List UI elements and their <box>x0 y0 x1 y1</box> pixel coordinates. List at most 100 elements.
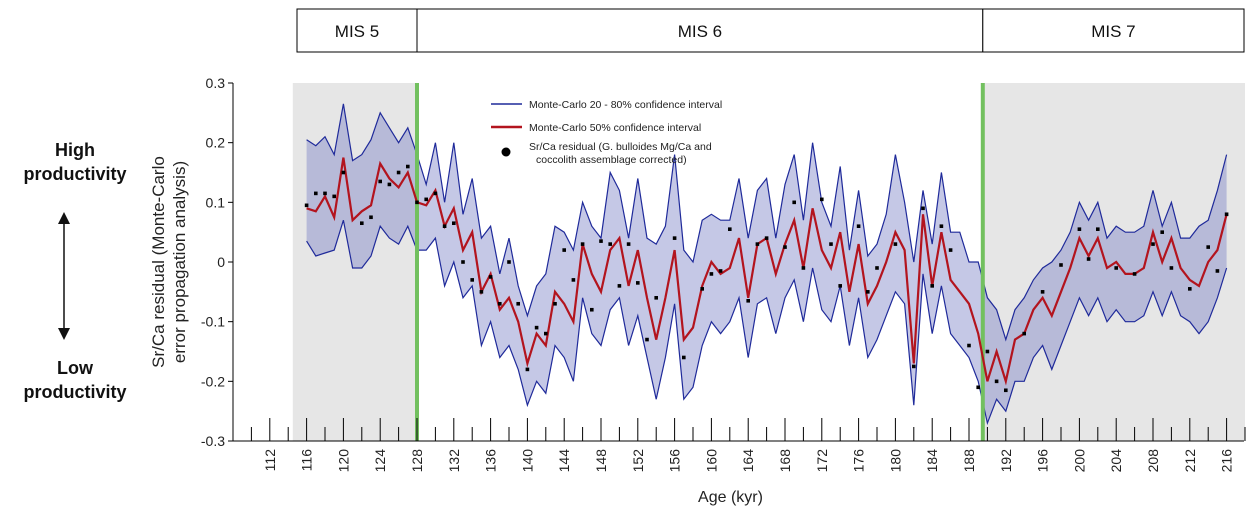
x-tick-label: 152 <box>630 449 646 473</box>
mis-band-box <box>296 8 418 53</box>
data-point <box>976 385 980 390</box>
data-point <box>396 170 401 175</box>
data-point <box>1160 230 1164 234</box>
data-point <box>626 242 631 246</box>
data-point <box>783 245 787 249</box>
y-tick-label: 0.1 <box>206 194 226 210</box>
data-point <box>1040 290 1045 294</box>
shaded-interval-1 <box>982 83 1245 441</box>
x-tick-label: 144 <box>556 449 572 473</box>
data-point <box>893 242 898 246</box>
x-tick-label: 124 <box>372 449 388 473</box>
x-tick-label: 160 <box>703 449 719 473</box>
data-point <box>967 343 971 348</box>
legend-point-label-line2: coccolith assemblage corrected) <box>536 154 687 166</box>
low-label-line2: productivity <box>23 382 127 402</box>
data-point <box>1077 227 1082 231</box>
legend: Monte-Carlo 20 - 80% confidence interval… <box>491 99 722 166</box>
x-tick-label: 188 <box>961 449 977 473</box>
data-point <box>488 275 493 279</box>
confidence-band <box>306 103 1227 424</box>
x-tick-label: 164 <box>740 449 756 473</box>
data-point <box>1188 287 1192 291</box>
x-tick-label: 156 <box>667 449 683 473</box>
data-point <box>930 284 934 288</box>
data-point <box>1215 269 1220 273</box>
data-point <box>1151 242 1155 246</box>
high-productivity-label: High productivity <box>10 138 140 186</box>
x-tick-label: 168 <box>777 449 793 473</box>
data-point <box>755 242 760 246</box>
low-label-line1: Low <box>57 358 93 378</box>
legend-ci-label: Monte-Carlo 20 - 80% confidence interval <box>529 99 722 111</box>
x-tick-label: 216 <box>1219 449 1235 473</box>
y-tick-label: 0 <box>217 254 225 270</box>
data-point <box>452 221 456 226</box>
x-tick-label: 200 <box>1071 449 1087 473</box>
data-point <box>939 224 944 228</box>
data-point <box>534 325 539 330</box>
data-point <box>498 301 502 306</box>
legend-median-label: Monte-Carlo 50% confidence interval <box>529 122 701 134</box>
ci-lower-line <box>306 220 1228 426</box>
x-tick-label: 136 <box>483 449 499 473</box>
data-point <box>700 287 704 291</box>
data-point <box>985 349 990 354</box>
data-point <box>654 296 658 300</box>
x-tick-label: 192 <box>998 449 1014 473</box>
data-point <box>1086 257 1091 261</box>
data-point <box>820 197 824 202</box>
x-tick-label: 196 <box>1035 449 1051 473</box>
mis-band-box <box>416 8 984 53</box>
data-point <box>1206 245 1210 249</box>
legend-point-label-line1: Sr/Ca residual (G. bulloides Mg/Ca and <box>529 141 712 153</box>
data-point <box>525 367 530 372</box>
x-tick-label: 212 <box>1182 449 1198 473</box>
data-point <box>1224 212 1229 217</box>
data-point <box>304 203 309 208</box>
y-tick-label: -0.1 <box>201 314 225 330</box>
data-point <box>829 242 833 246</box>
mis-band-label: MIS 6 <box>678 22 722 41</box>
data-point <box>866 290 870 294</box>
data-point <box>645 337 649 342</box>
data-point <box>470 278 474 282</box>
y-tick-label: -0.3 <box>201 433 225 449</box>
data-point <box>764 236 769 240</box>
low-productivity-label: Low productivity <box>10 356 140 404</box>
x-tick-label: 120 <box>335 449 351 473</box>
legend-point-swatch <box>501 147 511 157</box>
x-tick-label: 184 <box>924 449 940 473</box>
data-point <box>1022 331 1026 336</box>
data-point <box>1004 388 1008 393</box>
data-point <box>875 266 879 270</box>
data-point <box>314 191 318 196</box>
mis-band-label: MIS 5 <box>335 22 379 41</box>
x-tick-label: 140 <box>519 449 535 473</box>
ci-upper-line <box>306 103 1228 342</box>
data-point <box>948 248 953 252</box>
x-axis-title: Age (kyr) <box>698 489 763 506</box>
data-point <box>1096 227 1100 231</box>
x-tick-label: 204 <box>1108 449 1124 473</box>
data-point <box>323 191 327 196</box>
data-point <box>682 355 686 360</box>
data-point <box>571 278 576 282</box>
data-point <box>994 379 999 384</box>
data-point <box>718 269 723 273</box>
data-point <box>608 242 612 246</box>
shaded-interval-0 <box>292 83 417 441</box>
data-point <box>433 191 438 196</box>
x-tick-label: 176 <box>851 449 867 473</box>
high-label-line1: High <box>55 140 95 160</box>
data-point <box>856 224 861 228</box>
productivity-arrow-up-head <box>58 212 70 224</box>
data-point <box>332 194 336 199</box>
data-point <box>838 284 842 288</box>
data-point <box>912 364 916 369</box>
x-tick-label: 116 <box>299 449 315 472</box>
data-point <box>590 307 594 312</box>
data-point <box>442 224 447 228</box>
data-point <box>580 242 585 246</box>
